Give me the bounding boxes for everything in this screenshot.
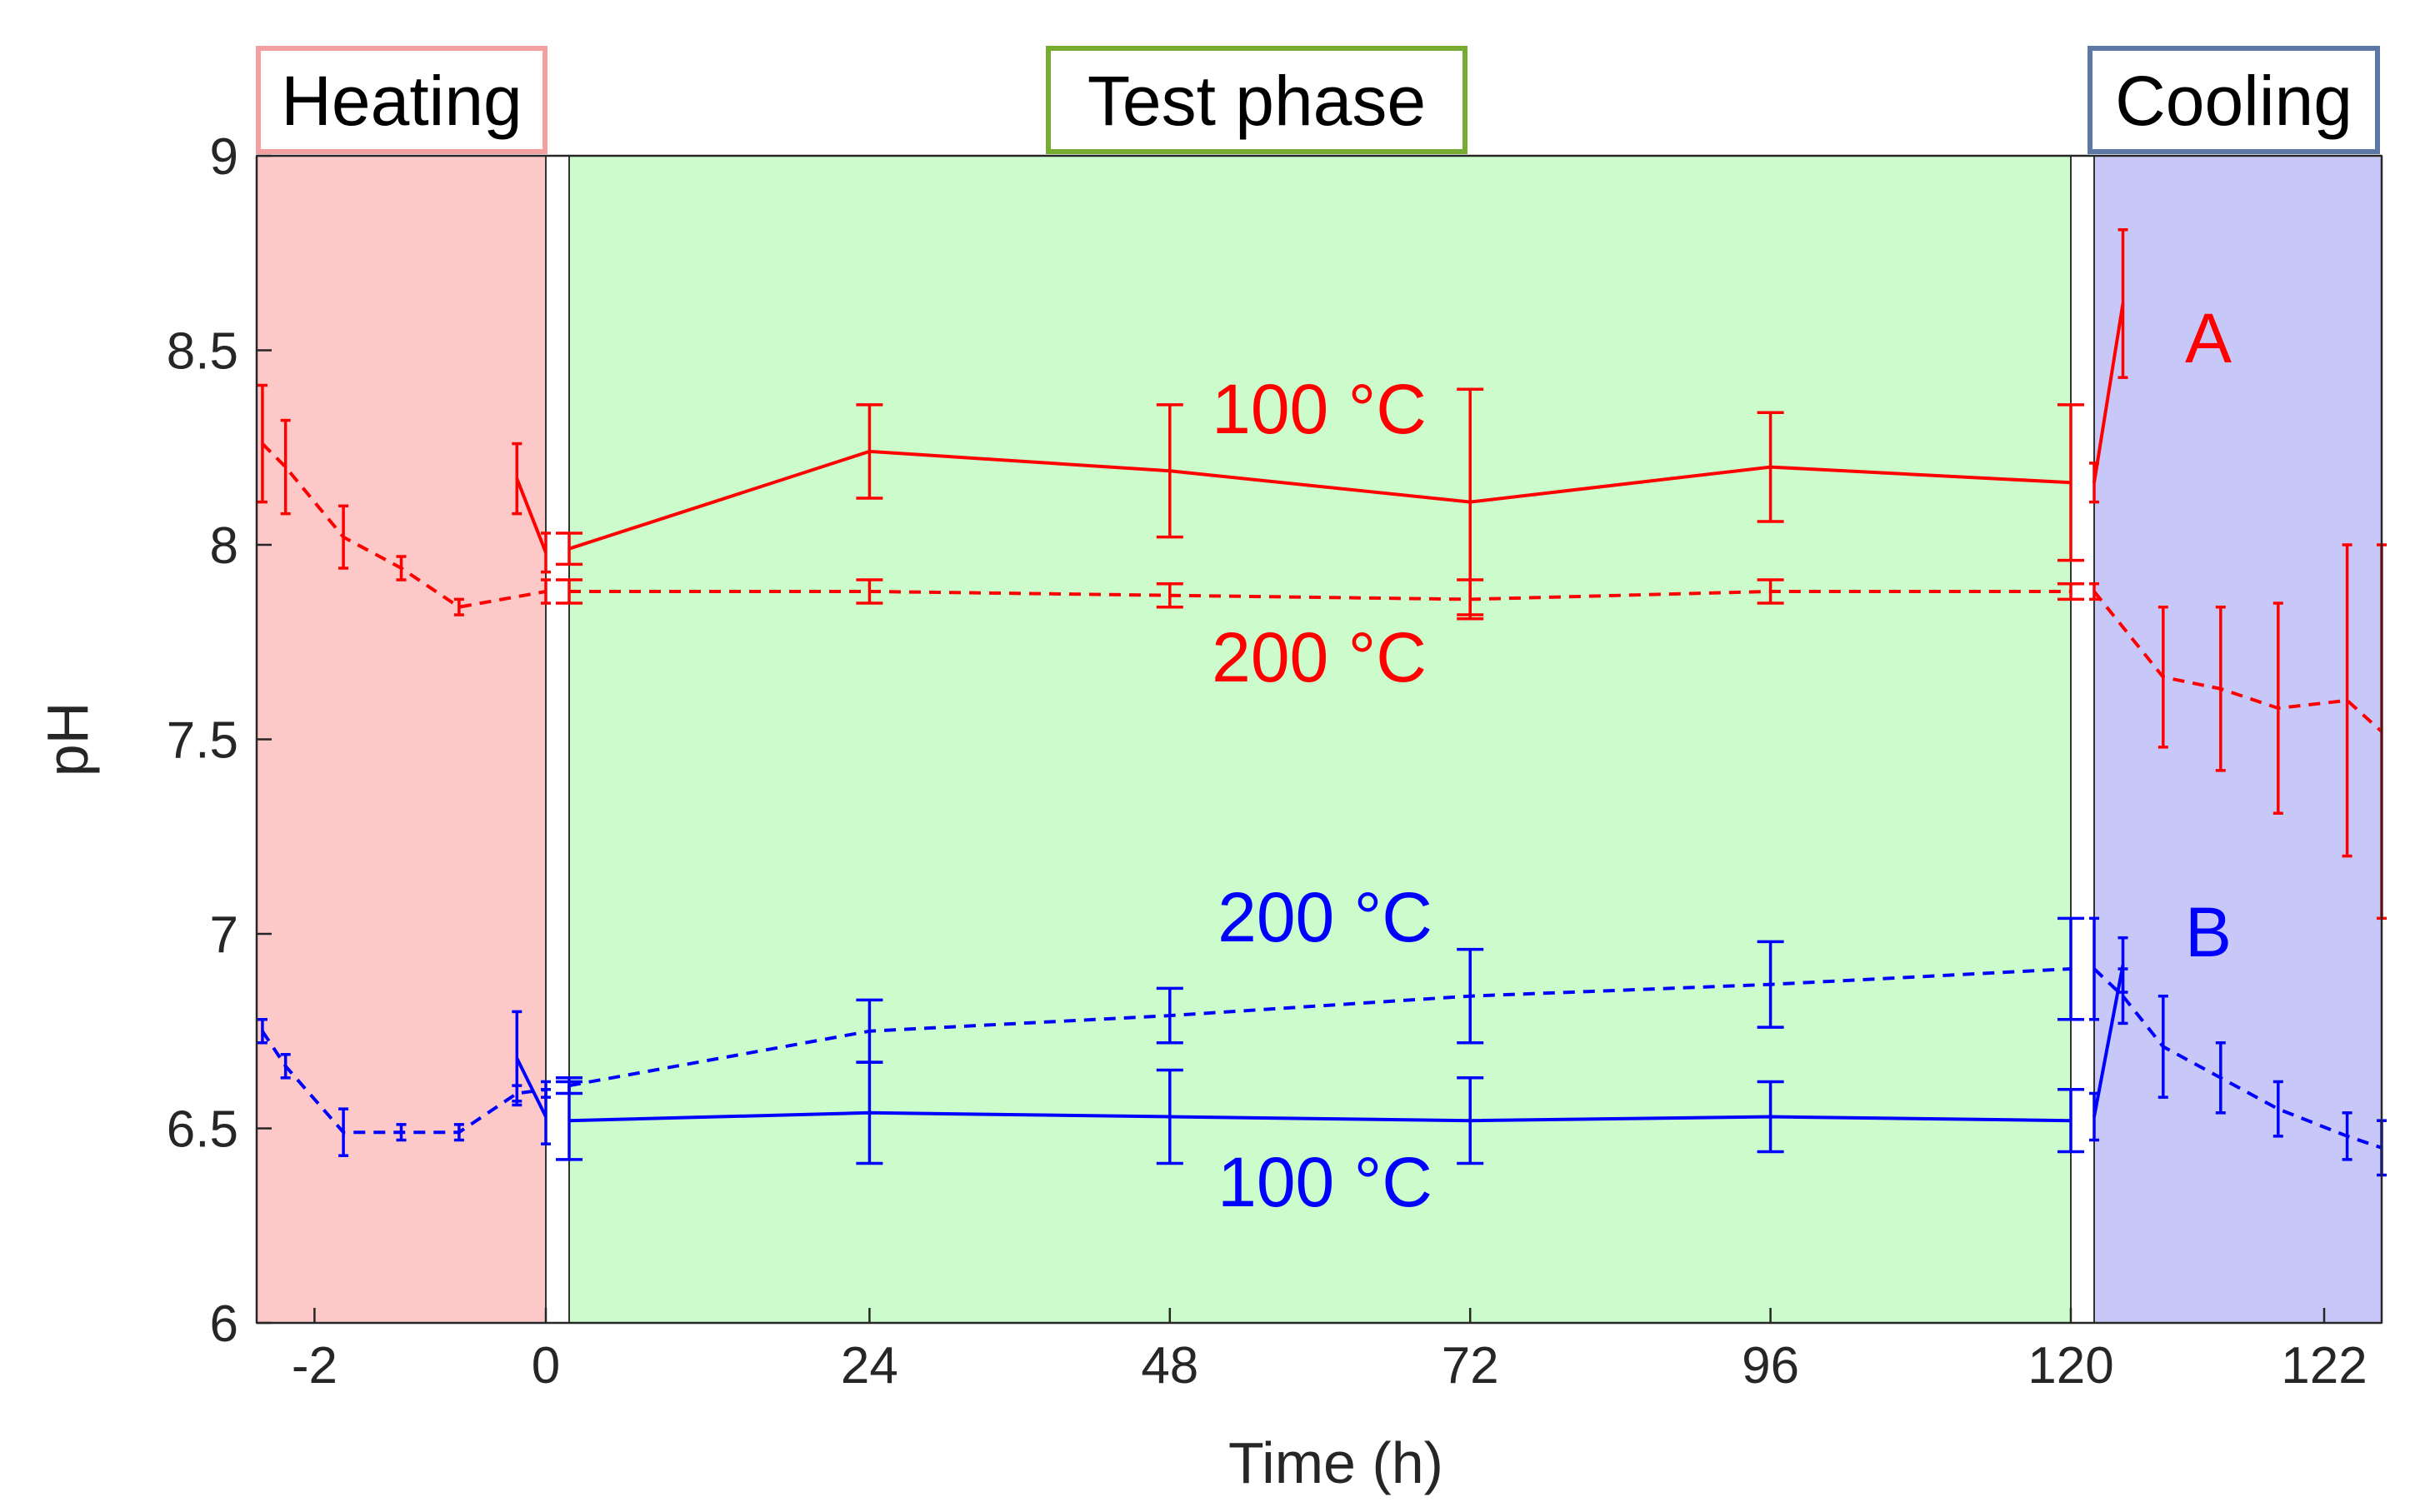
- test-phase-label-box: [1046, 46, 1468, 154]
- cooling-phase-header: Cooling: [2088, 46, 2380, 154]
- heating-line: [261, 442, 547, 609]
- x-tick-label: 96: [1742, 1337, 1799, 1395]
- y-tick-label: 8: [210, 517, 238, 575]
- test-line: [568, 1110, 2072, 1123]
- annotation-b-200c: 200 °C: [1218, 878, 1432, 956]
- test-phase-band: [568, 155, 2072, 1324]
- y-tick-label: 6.5: [167, 1101, 238, 1159]
- test-phase-label: Test phase: [1088, 62, 1426, 140]
- x-tick-label: -2: [292, 1337, 338, 1395]
- x-axis-ticks: -2 0 24 48 72 96 120 122: [292, 1308, 2368, 1395]
- series-a-100c: [512, 227, 2128, 616]
- cooling-line: [2092, 590, 2383, 733]
- y-axis-label: pH: [35, 702, 100, 776]
- x-tick-label: 48: [1141, 1337, 1198, 1395]
- annotation-b-100c: 100 °C: [1218, 1143, 1432, 1221]
- heating-label-box: [256, 46, 548, 154]
- annotation-sample-b: B: [2185, 893, 2232, 971]
- x-tick-label: 120: [2028, 1337, 2113, 1395]
- test-phase-header: Test phase: [1046, 46, 1468, 154]
- cooling-phase-band: [2093, 155, 2382, 1324]
- x-tick-label: 122: [2281, 1337, 2367, 1395]
- y-axis-ticks: 6 6.5 7 7.5 8 8.5 9: [167, 128, 272, 1353]
- series-b-200c: [257, 916, 2387, 1177]
- y-tick-label: 8.5: [167, 323, 238, 381]
- x-tick-label: 0: [532, 1337, 560, 1395]
- y-tick-label: 7.5: [167, 712, 238, 770]
- cooling-line: [2092, 965, 2125, 1117]
- y-tick-label: 6: [210, 1295, 238, 1353]
- series-layer: [257, 227, 2387, 1177]
- heating-label: Heating: [281, 62, 522, 140]
- x-tick-label: 72: [1442, 1337, 1499, 1395]
- series-a-200c: [257, 383, 2387, 921]
- test-line: [568, 449, 2072, 551]
- heating-line: [515, 477, 548, 554]
- annotation-sample-a: A: [2185, 299, 2232, 377]
- x-axis-label: Time (h): [1228, 1430, 1443, 1495]
- heating-phase-header: Heating: [256, 46, 548, 154]
- annotation-a-100c: 100 °C: [1212, 370, 1427, 448]
- test-line: [569, 590, 2071, 601]
- annotation-a-200c: 200 °C: [1212, 618, 1427, 696]
- cooling-line: [2092, 303, 2125, 483]
- heating-line: [515, 1057, 548, 1118]
- y-tick-label: 9: [210, 128, 238, 186]
- cooling-label: Cooling: [2115, 62, 2352, 140]
- heating-phase-band: [256, 155, 547, 1324]
- x-tick-label: 24: [841, 1337, 898, 1395]
- annotations: 100 °C 200 °C A 200 °C B 100 °C: [1212, 299, 2232, 1221]
- cooling-label-box: [2088, 46, 2380, 154]
- y-tick-label: 7: [210, 906, 238, 964]
- series-b-100c: [512, 936, 2128, 1165]
